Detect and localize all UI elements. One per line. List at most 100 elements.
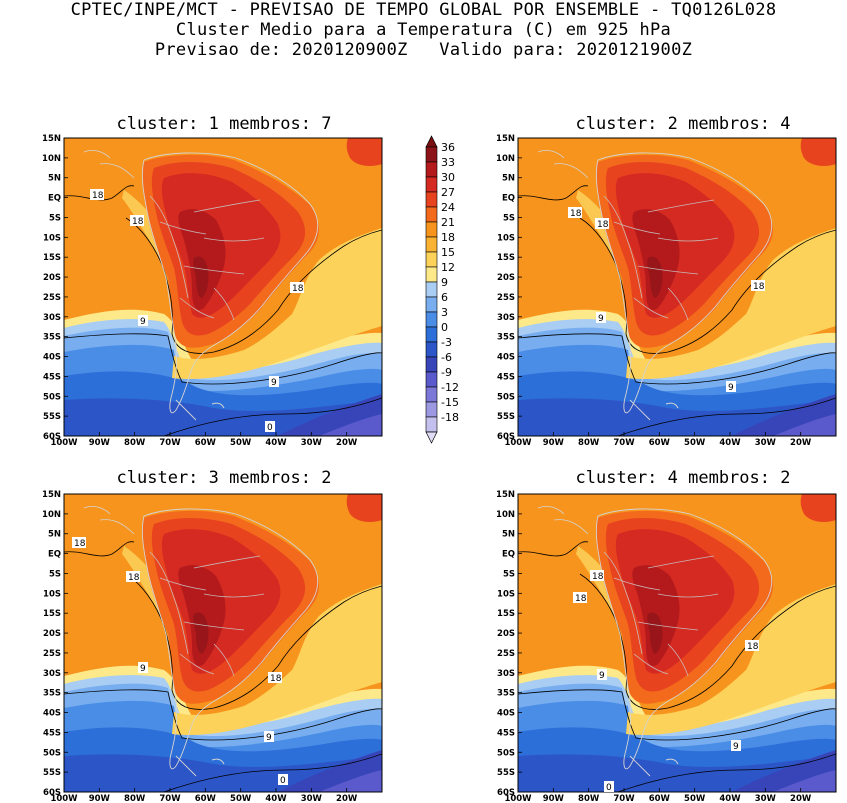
lat-tick-label: EQ bbox=[502, 194, 515, 204]
colorbar-level-label: 27 bbox=[441, 186, 455, 199]
lat-tick-label: 60S bbox=[497, 788, 515, 798]
colorbar-level-label: 15 bbox=[441, 246, 455, 259]
contour-label: 0 bbox=[606, 783, 612, 793]
colorbar-swatch bbox=[425, 191, 438, 208]
lat-tick-label: 20S bbox=[497, 629, 515, 639]
colorbar-swatch bbox=[425, 326, 438, 343]
lat-tick-label: 35S bbox=[497, 689, 515, 699]
contour-labels: 18 18 18 9 9 0 bbox=[573, 570, 759, 793]
lat-tick-label: 45S bbox=[43, 372, 61, 382]
lon-tick-label: 40W bbox=[265, 438, 287, 448]
lat-tick-label: 20S bbox=[497, 273, 515, 283]
panel-2-title: cluster: 2 membros: 4 bbox=[576, 114, 791, 134]
lat-tick-label: 20S bbox=[43, 629, 61, 639]
lat-tick-label: EQ bbox=[48, 550, 61, 560]
colorbar-level-label: 9 bbox=[441, 276, 448, 289]
lon-tick-label: 90W bbox=[543, 794, 565, 803]
contour-label: 9 bbox=[140, 664, 146, 674]
contour-label: 18 bbox=[597, 220, 609, 230]
colorbar-level-label: 3 bbox=[441, 306, 448, 319]
colorbar-swatch bbox=[425, 371, 438, 388]
panel-4-axes: 15N 10N 5N EQ 5S 10S 15S 20S 25S 30S 35S 40S 45S 50S 5… bbox=[496, 490, 812, 803]
lat-tick-label: 50S bbox=[43, 748, 61, 758]
colorbar-swatch bbox=[425, 401, 438, 418]
colorbar-bottom-arrow bbox=[425, 431, 438, 444]
lat-tick-label: 25S bbox=[497, 649, 515, 659]
colorbar-level-label: 24 bbox=[441, 201, 455, 214]
lon-tick-label: 70W bbox=[613, 794, 635, 803]
lat-tick-label: 30S bbox=[497, 313, 515, 323]
contour-label: 18 bbox=[570, 209, 582, 219]
lat-tick-label: 60S bbox=[43, 432, 61, 442]
contour-label: 18 bbox=[74, 539, 86, 549]
contour-labels: 18 18 18 9 9 0 bbox=[90, 189, 304, 433]
lat-tick-label: 60S bbox=[43, 788, 61, 798]
lon-tick-label: 100W bbox=[504, 794, 532, 803]
lon-tick-label: 40W bbox=[265, 794, 287, 803]
lat-tick-label: 5N bbox=[48, 530, 61, 540]
contour-label: 18 bbox=[128, 573, 140, 583]
lat-tick-label: 5N bbox=[502, 530, 515, 540]
contour-label: 18 bbox=[132, 217, 144, 227]
contour-label: 9 bbox=[140, 317, 146, 327]
lon-tick-label: 50W bbox=[684, 794, 706, 803]
lon-tick-label: 80W bbox=[578, 438, 600, 448]
colorbar-level-label: 36 bbox=[441, 141, 455, 154]
lat-tick-label: 15N bbox=[496, 134, 515, 144]
panel-1-frame bbox=[63, 137, 383, 437]
lat-tick-label: 15N bbox=[42, 134, 61, 144]
panel-4-frame bbox=[517, 493, 837, 793]
contour-label: 18 bbox=[292, 284, 304, 294]
lon-tick-label: 30W bbox=[301, 438, 323, 448]
colorbar-level-label: -9 bbox=[441, 366, 452, 379]
lat-tick-label: 50S bbox=[43, 392, 61, 402]
colorbar-level-label: -3 bbox=[441, 336, 452, 349]
colorbar-level-label: 33 bbox=[441, 156, 455, 169]
colorbar-swatch bbox=[425, 416, 438, 433]
lat-tick-label: 25S bbox=[497, 293, 515, 303]
contour-label: 9 bbox=[728, 383, 734, 393]
panel-1-axes: 15N 10N 5N EQ 5S 10S 15S 20S 25S 30S 35S 40S 45S 50S 5… bbox=[42, 134, 358, 448]
contour-label: 0 bbox=[267, 423, 273, 433]
lat-tick-label: 55S bbox=[43, 768, 61, 778]
lon-tick-label: 80W bbox=[124, 794, 146, 803]
lat-tick-label: 5S bbox=[49, 569, 61, 579]
contour-label: 18 bbox=[592, 572, 604, 582]
lon-tick-label: 20W bbox=[790, 438, 812, 448]
panel-1-title: cluster: 1 membros: 7 bbox=[117, 114, 332, 134]
colorbar-level-label: 6 bbox=[441, 291, 448, 304]
lat-tick-label: 20S bbox=[43, 273, 61, 283]
lat-tick-label: EQ bbox=[502, 550, 515, 560]
lon-tick-label: 20W bbox=[336, 794, 358, 803]
colorbar-swatch bbox=[425, 176, 438, 193]
lat-tick-label: 45S bbox=[497, 728, 515, 738]
lon-tick-label: 40W bbox=[719, 438, 741, 448]
lat-tick-label: 35S bbox=[497, 333, 515, 343]
panel-2: 18 18 18 9 9 bbox=[517, 137, 837, 437]
contour-label: 18 bbox=[92, 191, 104, 201]
lat-tick-label: 50S bbox=[497, 392, 515, 402]
lon-tick-label: 70W bbox=[159, 794, 181, 803]
panel-2-field bbox=[518, 138, 836, 436]
contour-label: 9 bbox=[598, 314, 604, 324]
lat-tick-label: 40S bbox=[497, 709, 515, 719]
contour-label: 18 bbox=[747, 642, 759, 652]
panel-4-field bbox=[518, 494, 836, 792]
figure-subtitle: Cluster Medio para a Temperatura (C) em … bbox=[175, 20, 672, 40]
panel-2-frame bbox=[517, 137, 837, 437]
colorbar-level-label: -18 bbox=[441, 411, 459, 424]
lon-tick-label: 90W bbox=[89, 794, 111, 803]
colorbar-level-label: 30 bbox=[441, 171, 455, 184]
lat-tick-label: 50S bbox=[497, 748, 515, 758]
lat-tick-label: 30S bbox=[497, 669, 515, 679]
colorbar-swatch bbox=[425, 251, 438, 268]
lon-tick-label: 100W bbox=[504, 438, 532, 448]
panel-1: 18 18 18 9 9 0 bbox=[63, 137, 383, 437]
lat-tick-label: 45S bbox=[497, 372, 515, 382]
colorbar-level-label: -12 bbox=[441, 381, 459, 394]
figure-dates: Previsao de: 2020120900Z Valido para: 20… bbox=[154, 40, 693, 60]
lat-tick-label: 45S bbox=[43, 728, 61, 738]
colorbar-level-label: -6 bbox=[441, 351, 452, 364]
panel-3-field bbox=[64, 494, 382, 792]
lon-tick-label: 50W bbox=[230, 438, 252, 448]
